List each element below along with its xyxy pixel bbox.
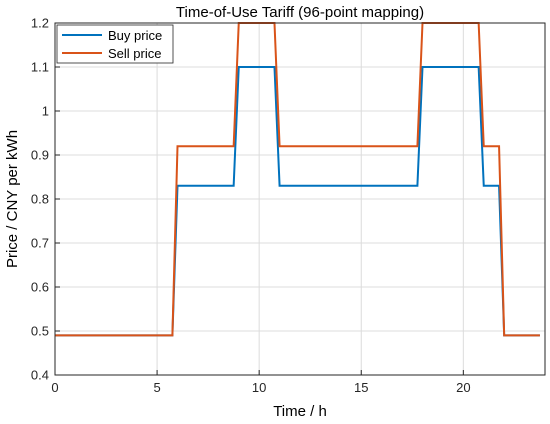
sell-price-line [55, 22, 540, 337]
ticks: 0 5 10 15 20 0.4 0.5 0.6 0.7 0.8 0.9 1 1.1 1.2 [31, 16, 471, 396]
grid [55, 23, 545, 375]
x-tick-label: 5 [153, 380, 160, 395]
series-layer [55, 22, 540, 337]
chart-title: Time-of-Use Tariff (96-point mapping) [176, 4, 424, 21]
legend-label-sell: Sell price [108, 46, 161, 61]
y-axis-label: Price / CNY per kWh [4, 130, 21, 268]
y-tick-label: 0.4 [31, 368, 49, 383]
y-tick-label: 0.5 [31, 324, 49, 339]
legend-box [56, 24, 174, 64]
y-tick-label: 0.7 [31, 236, 49, 251]
y-tick-label: 0.9 [31, 148, 49, 163]
x-axis-label: Time / h [273, 403, 327, 420]
buy-price-line [55, 66, 540, 337]
x-tick-label: 20 [456, 380, 470, 395]
legend: Buy price Sell price [56, 24, 174, 64]
x-tick-label: 15 [354, 380, 368, 395]
legend-label-buy: Buy price [108, 28, 162, 43]
y-tick-label: 1.2 [31, 16, 49, 31]
y-tick-label: 0.6 [31, 280, 49, 295]
y-tick-label: 0.8 [31, 192, 49, 207]
y-tick-label: 1 [42, 104, 49, 119]
x-tick-label: 10 [252, 380, 266, 395]
y-tick-label: 1.1 [31, 60, 49, 75]
x-tick-label: 0 [51, 380, 58, 395]
